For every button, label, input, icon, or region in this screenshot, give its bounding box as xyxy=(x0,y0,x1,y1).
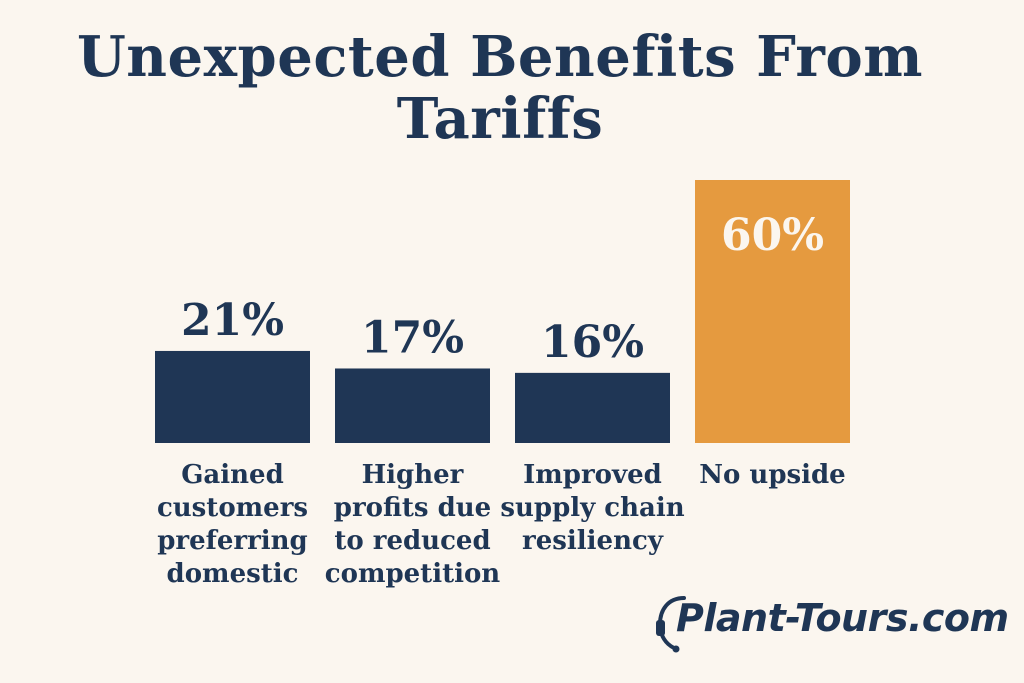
bar-1 xyxy=(155,350,310,443)
brand-name: Plant-Tours.com xyxy=(676,596,1009,640)
value-label-1: 21% xyxy=(181,295,284,346)
brand-logo: Plant-Tours.com xyxy=(654,590,1009,660)
category-label-1: Gained customers preferring domestic xyxy=(157,460,308,589)
category-label-4: No upside xyxy=(699,460,845,490)
headset-icon xyxy=(656,596,686,653)
bar-2 xyxy=(335,368,490,443)
category-label-3: Improved supply chain resiliency xyxy=(500,460,684,556)
chart-title: Unexpected Benefits From Tariffs xyxy=(76,24,924,152)
value-label-2: 17% xyxy=(361,312,464,363)
category-label-2: Higher profits due to reduced competition xyxy=(325,460,501,589)
bar-4 xyxy=(695,180,850,443)
value-label-3: 16% xyxy=(541,317,644,368)
value-label-4: 60% xyxy=(721,210,824,261)
bar-3 xyxy=(515,372,670,443)
